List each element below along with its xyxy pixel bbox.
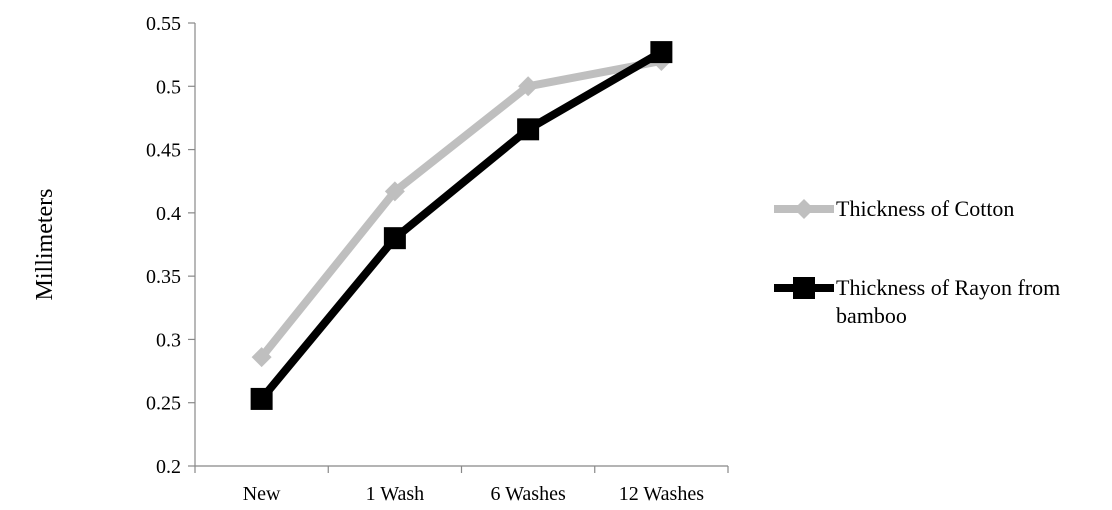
y-axis-label: Millimeters xyxy=(32,189,58,301)
data-point xyxy=(518,76,539,97)
data-point xyxy=(517,118,540,141)
data-point xyxy=(250,387,273,410)
y-tick-label: 0.25 xyxy=(146,393,181,415)
legend-label: Thickness of Cotton xyxy=(836,196,1014,221)
series-2 xyxy=(250,41,673,410)
x-tick-label: 1 Wash xyxy=(366,483,425,505)
data-point xyxy=(384,181,405,202)
y-tick-label: 0.3 xyxy=(156,329,181,351)
series-group xyxy=(250,41,673,410)
x-tick-label: New xyxy=(243,483,281,505)
series-line xyxy=(258,57,663,360)
legend-item: Thickness of Rayon from bamboo xyxy=(774,275,1060,328)
y-tick-label: 0.35 xyxy=(146,266,181,288)
series-line xyxy=(258,48,664,402)
legend-label: Thickness of Rayon from bamboo xyxy=(836,275,1060,328)
legend-marker xyxy=(793,277,815,299)
series-1 xyxy=(251,50,672,368)
y-tick-label: 0.5 xyxy=(156,76,181,98)
x-tick-label: 12 Washes xyxy=(619,483,704,505)
y-tick-label: 0.45 xyxy=(146,140,181,162)
y-tick-label: 0.2 xyxy=(156,456,181,478)
legend-item: Thickness of Cotton xyxy=(774,196,1014,221)
data-point xyxy=(251,347,272,368)
data-point xyxy=(650,41,673,64)
legend: Thickness of Cotton Thickness of Rayon fr… xyxy=(774,196,1060,328)
x-tick-label: 6 Washes xyxy=(491,483,566,505)
data-point xyxy=(383,227,406,250)
y-tick-label: 0.4 xyxy=(156,203,181,225)
x-axis-ticks: New 1 Wash 6 Washes 12 Washes xyxy=(194,466,729,505)
y-axis-ticks: 0.2 0.25 0.3 0.35 0.4 0.45 0.5 0.55 xyxy=(146,13,195,478)
legend-marker xyxy=(794,199,814,219)
axes xyxy=(194,23,728,467)
y-tick-label: 0.55 xyxy=(146,13,181,35)
